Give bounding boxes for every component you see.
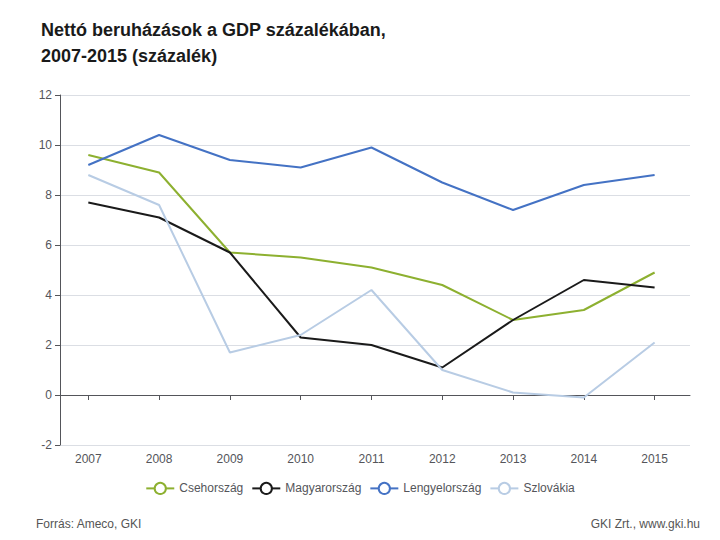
svg-text:Forrás: Ameco, GKI: Forrás: Ameco, GKI	[36, 517, 141, 531]
svg-text:2011: 2011	[359, 452, 385, 466]
svg-text:GKI Zrt., www.gki.hu: GKI Zrt., www.gki.hu	[591, 517, 700, 531]
svg-text:2007: 2007	[75, 452, 102, 466]
svg-text:2009: 2009	[217, 452, 244, 466]
svg-text:2010: 2010	[287, 452, 314, 466]
svg-text:10: 10	[39, 138, 53, 152]
svg-text:2: 2	[45, 338, 52, 352]
svg-text:2008: 2008	[146, 452, 173, 466]
svg-text:4: 4	[45, 288, 52, 302]
svg-text:6: 6	[45, 238, 52, 252]
svg-text:Magyarország: Magyarország	[285, 481, 361, 495]
svg-text:12: 12	[39, 88, 53, 102]
svg-text:Nettó beruházások a GDP százal: Nettó beruházások a GDP százalékában,	[41, 20, 386, 40]
svg-text:-2: -2	[41, 438, 52, 452]
svg-text:2007-2015 (százalék): 2007-2015 (százalék)	[41, 46, 217, 66]
svg-text:2013: 2013	[500, 452, 527, 466]
svg-text:Csehország: Csehország	[179, 481, 243, 495]
svg-text:Szlovákia: Szlovákia	[523, 481, 575, 495]
svg-text:2015: 2015	[641, 452, 668, 466]
svg-text:2014: 2014	[570, 452, 597, 466]
svg-text:Lengyelország: Lengyelország	[403, 481, 481, 495]
svg-text:8: 8	[45, 188, 52, 202]
svg-text:2012: 2012	[429, 452, 456, 466]
svg-text:0: 0	[45, 388, 52, 402]
